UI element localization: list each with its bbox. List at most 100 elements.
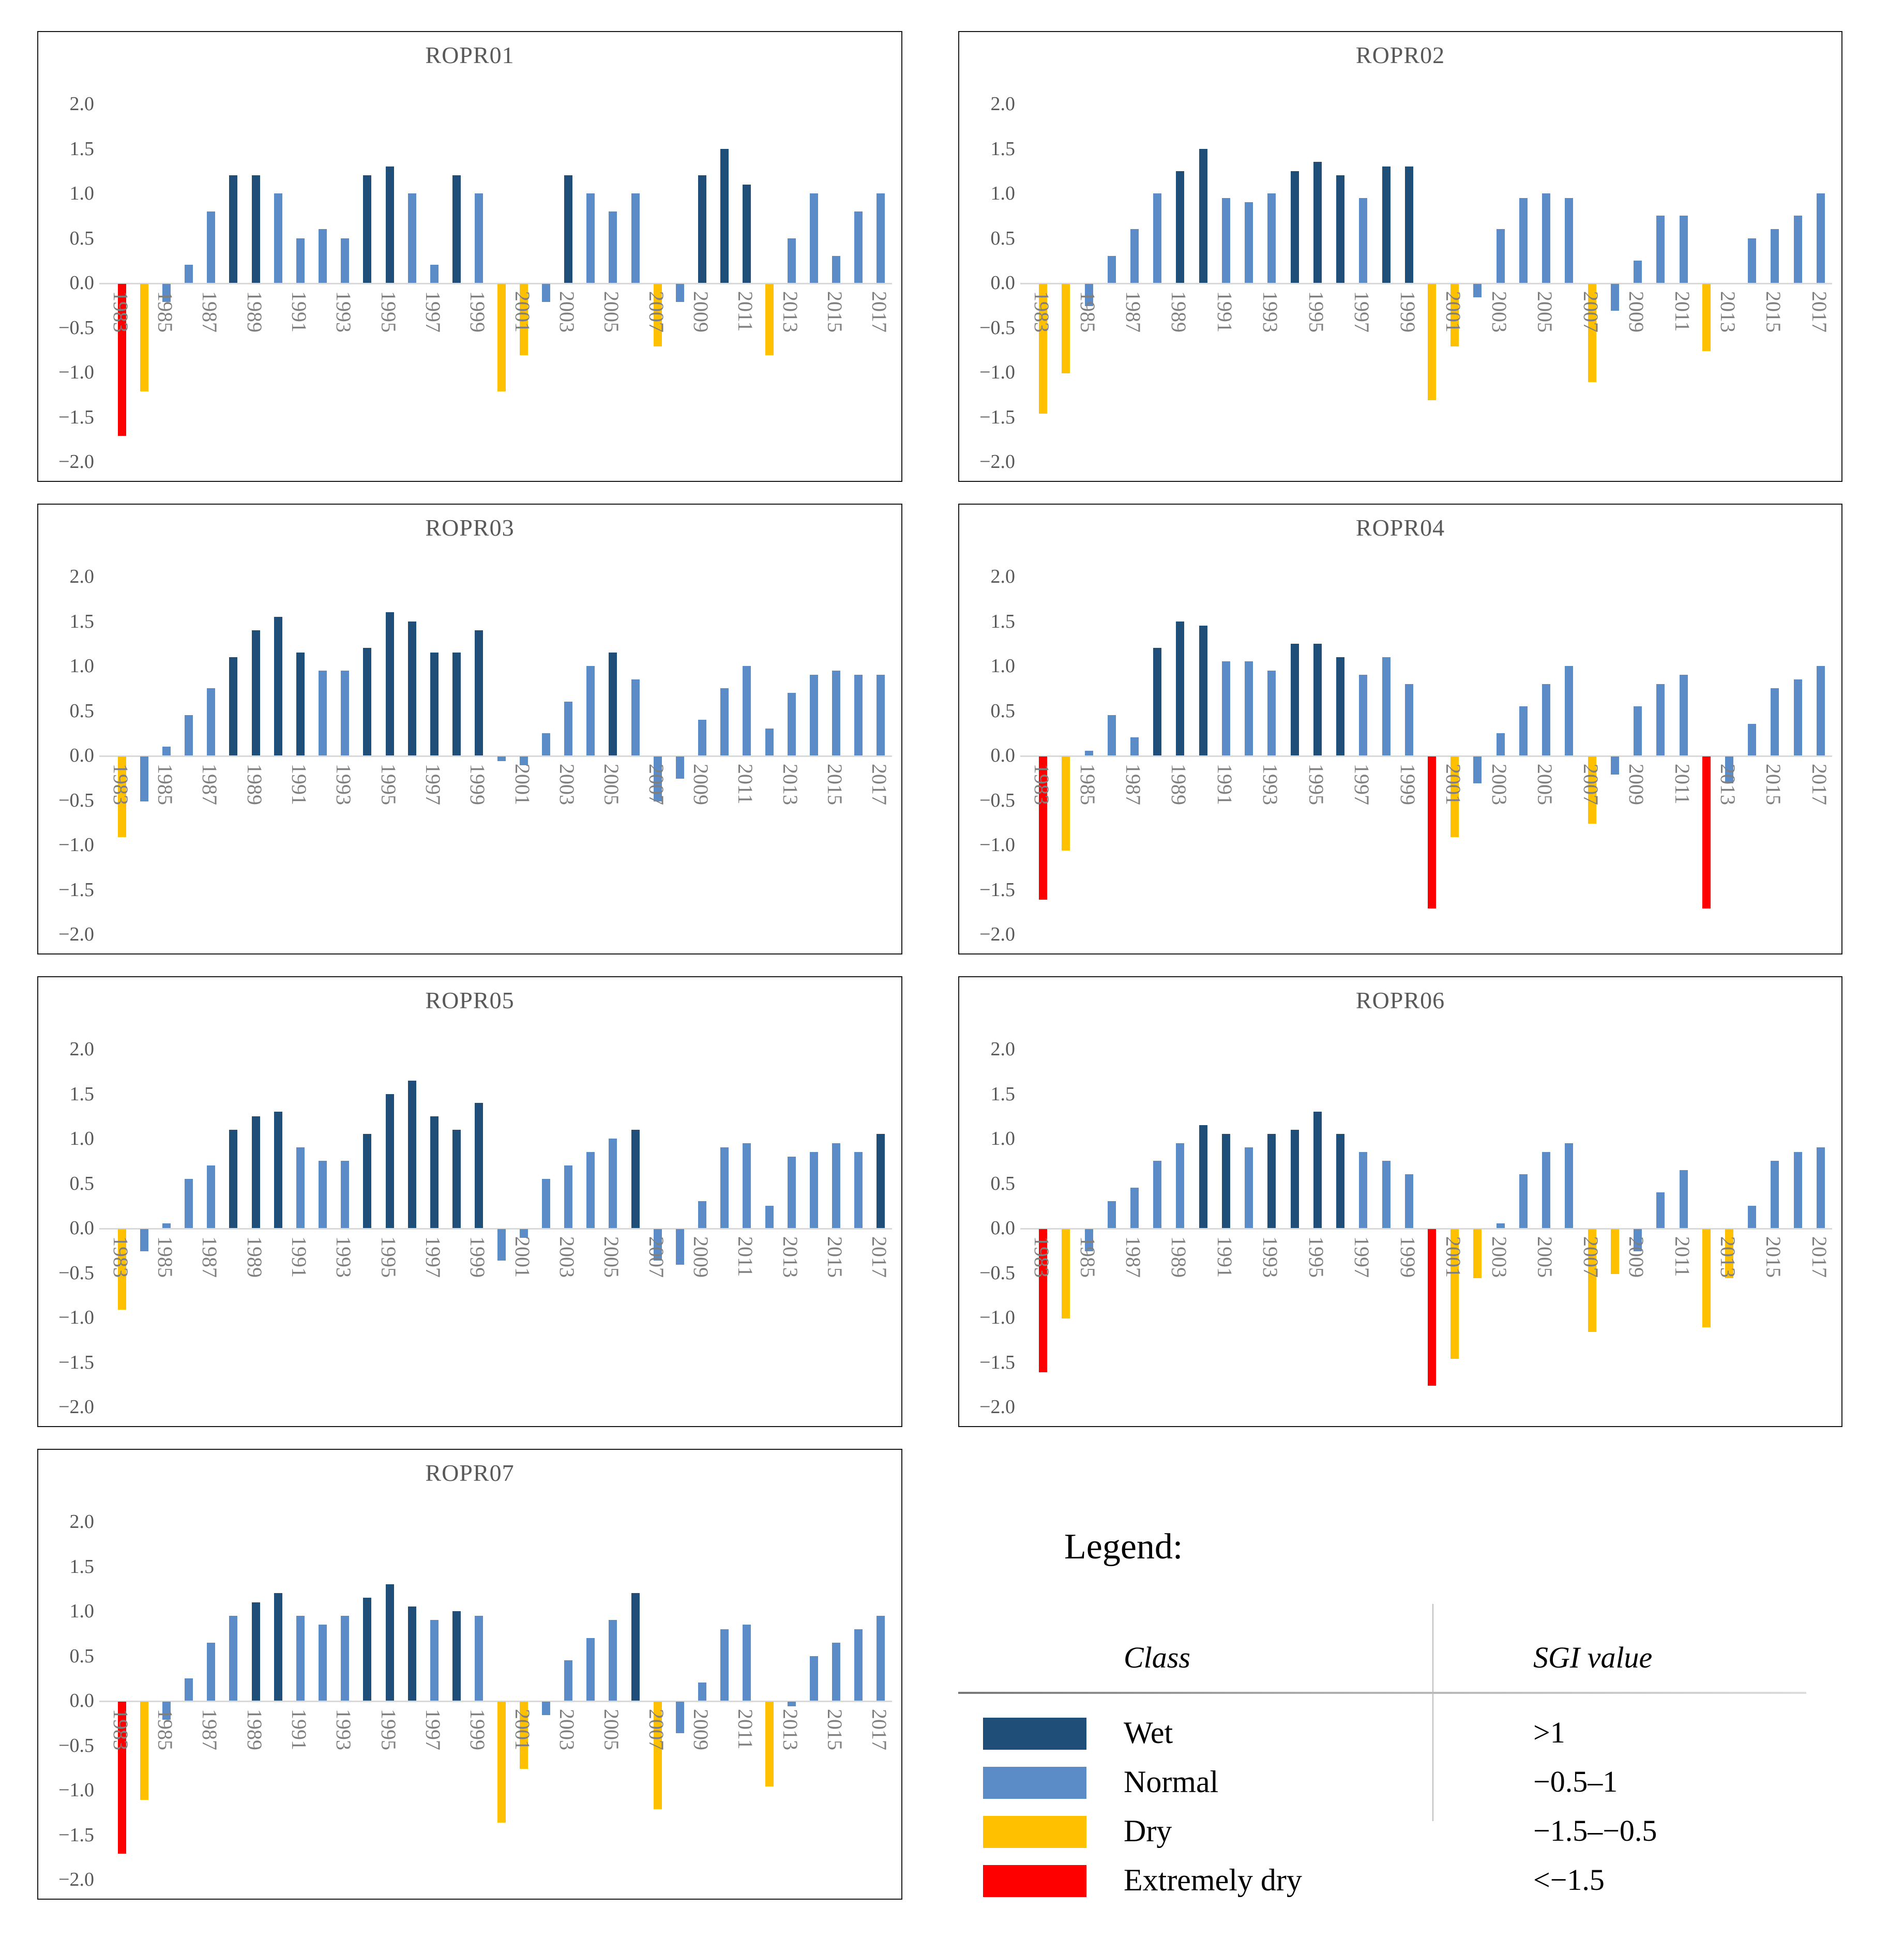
- bar-2001: [519, 756, 528, 766]
- bar-2010: [720, 1629, 729, 1701]
- y-axis-tick: 1.5: [69, 1555, 95, 1578]
- bar-2009: [698, 719, 707, 755]
- bar-1988: [229, 657, 238, 755]
- chart-title: ROPR02: [1355, 42, 1445, 68]
- bar-2003: [564, 702, 572, 755]
- x-axis-label-2015: 2015: [823, 1709, 847, 1750]
- x-axis-label-2013: 2013: [1716, 1236, 1740, 1278]
- bar-1998: [1382, 166, 1391, 283]
- x-axis-label-1991: 1991: [1213, 291, 1236, 332]
- y-axis-tick: −0.5: [979, 1262, 1015, 1284]
- bar-1988: [229, 175, 238, 283]
- bar-2000: [497, 284, 506, 391]
- bar-2011: [1679, 216, 1688, 283]
- bar-1983: [1039, 284, 1048, 414]
- bar-1994: [363, 175, 372, 283]
- bar-1996: [1336, 175, 1345, 283]
- legend-label-extremely_dry: Extremely dry: [1124, 1863, 1302, 1897]
- x-axis-label-1989: 1989: [243, 291, 266, 332]
- bar-1999: [475, 630, 483, 755]
- y-axis-tick: 0.0: [69, 1690, 95, 1711]
- bar-1997: [430, 265, 439, 283]
- bar-2013: [787, 238, 796, 283]
- x-axis-label-1983: 1983: [109, 1236, 132, 1278]
- bar-2014: [1748, 724, 1757, 755]
- bar-1996: [407, 1080, 416, 1228]
- bar-2017: [877, 675, 885, 755]
- bar-2012: [765, 1205, 774, 1228]
- x-axis-label-1989: 1989: [1167, 764, 1191, 805]
- bar-1995: [385, 1584, 394, 1701]
- x-axis-label-2001: 2001: [1442, 764, 1465, 805]
- x-axis-label-1993: 1993: [1259, 291, 1282, 332]
- x-axis-label-2007: 2007: [644, 1236, 668, 1278]
- x-axis-label-1991: 1991: [287, 291, 311, 332]
- y-axis-tick: 0.0: [990, 745, 1016, 766]
- bar-1994: [1290, 1129, 1299, 1228]
- bar-2004: [586, 193, 595, 283]
- y-axis-tick: 0.0: [69, 745, 95, 766]
- bar-1997: [1359, 1151, 1368, 1228]
- x-axis-label-2013: 2013: [778, 1709, 802, 1750]
- y-axis-tick: −2.0: [58, 923, 94, 945]
- bar-2006: [1565, 198, 1574, 283]
- bar-2010: [1656, 684, 1665, 755]
- x-axis-label-2017: 2017: [868, 291, 891, 332]
- x-axis-label-2007: 2007: [1579, 764, 1603, 805]
- y-axis-tick: −2.0: [58, 1396, 94, 1418]
- legend-label-wet: Wet: [1124, 1716, 1173, 1750]
- bar-2003: [1496, 1223, 1505, 1228]
- bar-1994: [1290, 171, 1299, 283]
- y-axis-tick: −1.5: [58, 1351, 94, 1373]
- bar-2016: [1793, 679, 1802, 755]
- bar-1987: [207, 211, 216, 283]
- bar-2001: [1450, 756, 1459, 837]
- x-axis-label-1983: 1983: [1030, 764, 1054, 805]
- legend-swatch-extremely_dry: [983, 1865, 1086, 1897]
- x-axis-label-1989: 1989: [1167, 1236, 1191, 1278]
- y-axis-tick: 1.0: [990, 183, 1016, 204]
- y-axis-tick: −1.0: [979, 361, 1015, 383]
- x-axis-label-1997: 1997: [421, 1236, 445, 1278]
- bar-2002: [541, 733, 550, 755]
- x-axis-label-2017: 2017: [1807, 1236, 1831, 1278]
- x-axis-label-2003: 2003: [1487, 764, 1511, 805]
- bar-2001: [519, 1229, 528, 1238]
- bar-2015: [832, 1642, 841, 1701]
- x-axis-label-1983: 1983: [109, 291, 132, 332]
- y-axis-tick: 1.5: [990, 138, 1016, 160]
- y-axis-tick: 2.0: [69, 93, 95, 115]
- x-axis-label-1991: 1991: [287, 1236, 311, 1278]
- bar-1983: [117, 284, 126, 436]
- chart-ropr06: ROPR06 2.0 1.5 1.0 0.5 0.0 −0.5 −1.0 −1.5 −2.0 198…: [958, 976, 1842, 1427]
- x-axis-label-1995: 1995: [376, 764, 400, 805]
- bar-1984: [140, 284, 148, 391]
- y-axis-tick: 0.0: [69, 272, 95, 294]
- x-axis-label-2007: 2007: [1579, 1236, 1603, 1278]
- x-axis-label-2017: 2017: [868, 1236, 891, 1278]
- bar-1996: [1336, 1134, 1345, 1228]
- legend-swatch-dry: [983, 1816, 1086, 1848]
- x-axis-label-2003: 2003: [555, 1236, 579, 1278]
- x-axis-label-2005: 2005: [1533, 1236, 1557, 1278]
- chart-title: ROPR04: [1355, 514, 1445, 541]
- y-axis-tick: 2.0: [69, 1511, 95, 1533]
- x-axis-label-1985: 1985: [153, 291, 177, 332]
- bar-2013: [787, 1156, 796, 1228]
- y-axis-tick: 0.0: [990, 272, 1016, 294]
- x-axis-label-2005: 2005: [1533, 764, 1557, 805]
- x-axis-label-1997: 1997: [421, 291, 445, 332]
- bar-1983: [1039, 1229, 1048, 1372]
- bar-2007: [1588, 284, 1596, 383]
- x-axis-label-1995: 1995: [1304, 764, 1328, 805]
- bar-1987: [207, 1642, 216, 1701]
- bar-2004: [586, 1638, 595, 1701]
- bar-2015: [832, 1143, 841, 1228]
- bar-1987: [1130, 1188, 1139, 1228]
- bar-1992: [319, 670, 327, 755]
- bar-1995: [385, 612, 394, 755]
- legend-title: Legend:: [1064, 1527, 1183, 1567]
- legend-divider: [1432, 1604, 1433, 1821]
- x-axis-label-1999: 1999: [466, 1236, 490, 1278]
- x-axis-label-1999: 1999: [466, 291, 490, 332]
